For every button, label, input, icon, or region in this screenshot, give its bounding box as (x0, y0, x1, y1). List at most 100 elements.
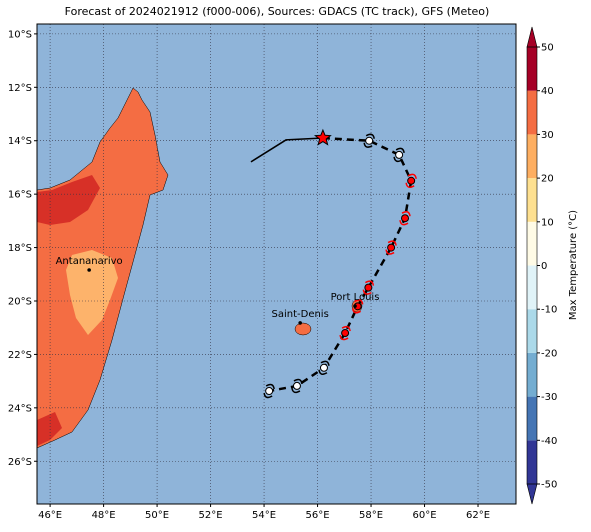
x-tick-label: 62°E (466, 510, 490, 521)
colorbar-band (527, 440, 537, 484)
cyclone-arm (393, 156, 403, 163)
y-tick-label: 12°S (8, 83, 32, 94)
land (36, 87, 363, 449)
cyclone-arm (385, 249, 395, 255)
north-warm-zone (37, 175, 100, 225)
cyclone-marker (291, 378, 303, 394)
y-tick-label: 20°S (8, 296, 32, 307)
forecast-point (407, 176, 416, 185)
forecast-point (401, 214, 410, 223)
cyclone-arm (405, 182, 415, 188)
city-dot (298, 321, 302, 325)
cyclone-arm (364, 280, 375, 286)
colorbar-band (527, 221, 537, 266)
colorbar-tick-label: 0 (541, 261, 547, 272)
forecast-point (265, 387, 274, 396)
y-tick-label: 10°S (8, 29, 32, 40)
colorbar-band (527, 396, 537, 441)
cyclone-marker (362, 280, 375, 295)
cyclone-arm (293, 378, 303, 385)
forecast-point (341, 329, 350, 338)
cyclone-arm (341, 325, 351, 332)
x-tick-label: 54°E (252, 510, 276, 521)
y-tick-label: 24°S (8, 403, 32, 414)
cyclone-arm (291, 387, 301, 394)
forecast-point (365, 136, 374, 145)
current-position (314, 128, 332, 146)
cyclone-marker (263, 383, 275, 399)
colorbar-tick-label: 30 (541, 130, 554, 141)
cyclone-arm (265, 383, 275, 390)
cyclone-arm (362, 289, 372, 295)
cyclone-marker (363, 133, 375, 148)
map-frame (36, 23, 517, 505)
cyclone-arm (387, 240, 397, 246)
x-tick-label: 46°E (38, 510, 62, 521)
y-tick-label: 26°S (8, 457, 32, 468)
colorbar-tick-label: -50 (541, 480, 557, 491)
x-tick-label: 52°E (199, 510, 223, 521)
forecast-point (292, 381, 301, 390)
x-tick-label: 50°E (145, 510, 169, 521)
cyclone-arm (351, 308, 362, 314)
colorbar-band (527, 47, 537, 91)
cyclone-arm (339, 334, 349, 341)
tracks (250, 128, 417, 399)
cyclone-arm (320, 360, 330, 366)
colorbar-extend-bottom (526, 483, 538, 505)
grid (37, 24, 516, 504)
city-label: Saint-Denis (272, 309, 329, 320)
forecast-point (364, 283, 373, 292)
colorbar-tick-label: 50 (541, 43, 554, 54)
colorbar-band (527, 134, 537, 179)
colorbar-band (527, 90, 537, 135)
cyclone-marker (405, 173, 417, 188)
colorbar-label: Max Temperature (°C) (568, 210, 579, 320)
colorbar-tick-label: 40 (541, 86, 554, 97)
reunion (294, 322, 312, 336)
colorbar-band (527, 265, 537, 310)
cyclone-arm (263, 392, 273, 399)
forecast-point (387, 243, 396, 252)
forecast-point (395, 150, 404, 159)
x-tick-label: 56°E (306, 510, 330, 521)
city-dot (87, 268, 91, 272)
cyclone-arm (407, 173, 417, 179)
past-track (250, 137, 323, 163)
cyclone-arm (363, 142, 373, 148)
colorbar-band (527, 352, 537, 397)
city-label: Antananarivo (56, 256, 123, 267)
colorbar: -50 -40 -30 -20 -10 0 10 20 30 40 50 (526, 26, 557, 505)
y-tick-label: 14°S (8, 136, 32, 147)
colorbar-tick-label: -10 (541, 305, 557, 316)
south-warm-zone (37, 412, 62, 446)
colorbar-tick-label: -20 (541, 348, 557, 359)
x-tick-label: 58°E (359, 510, 383, 521)
y-tick-label: 16°S (8, 190, 32, 201)
chart-title: Forecast of 2024021912 (f000-006), Sourc… (65, 5, 490, 18)
colorbar-tick-label: 20 (541, 174, 554, 185)
colorbar-extend-top (526, 26, 538, 48)
cyclone-marker (385, 240, 397, 255)
city-dot (353, 304, 357, 308)
cyclone-arm (318, 369, 328, 375)
cyclone-arm (395, 147, 405, 154)
cyclone-arm (401, 210, 411, 217)
colorbar-tick-label: -40 (541, 436, 557, 447)
y-tick-label: 22°S (8, 350, 32, 361)
cyclone-marker (393, 147, 405, 163)
cyclone-arm (354, 299, 364, 305)
y-tick-label: 18°S (8, 243, 32, 254)
cyclone-arm (365, 133, 375, 139)
cyclone-marker (339, 325, 351, 341)
x-tick-label: 60°E (413, 510, 437, 521)
x-tick-label: 48°E (92, 510, 116, 521)
city-label: Port Louis (331, 292, 380, 303)
forecast-track (268, 136, 413, 393)
colorbar-band (527, 309, 537, 353)
colorbar-tick-label: 10 (541, 217, 554, 228)
cyclone-marker (399, 210, 411, 226)
cyclone-marker (318, 360, 330, 375)
highlands (66, 250, 118, 335)
